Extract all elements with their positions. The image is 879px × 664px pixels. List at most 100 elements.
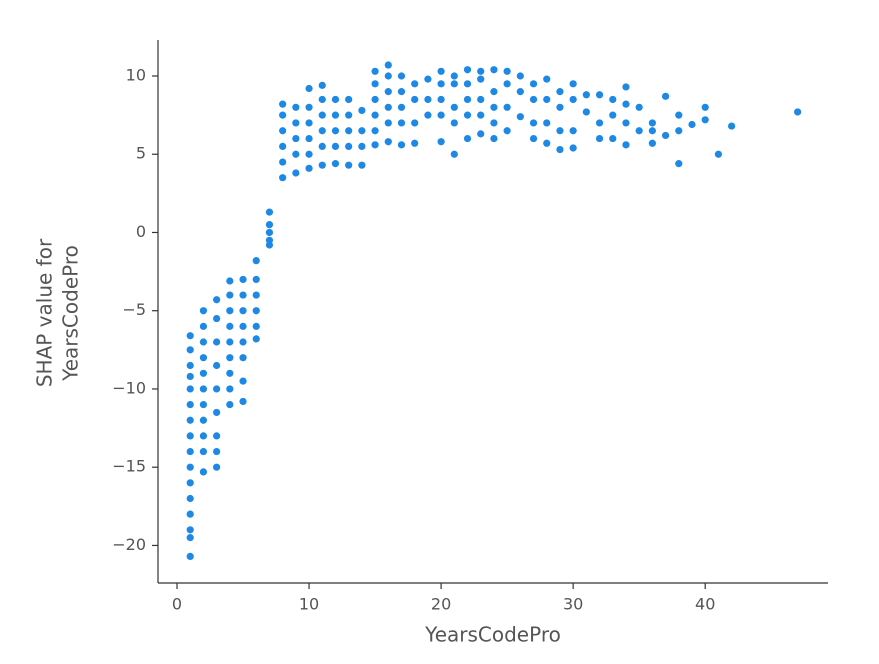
data-point xyxy=(318,81,326,89)
y-axis-label-line: YearsCodePro xyxy=(59,245,83,382)
data-point xyxy=(213,385,221,393)
data-point xyxy=(595,134,604,143)
data-point xyxy=(318,95,326,104)
data-point xyxy=(477,111,485,119)
data-point xyxy=(622,119,630,127)
data-point xyxy=(450,80,458,88)
data-point xyxy=(490,88,498,96)
data-point xyxy=(279,142,287,151)
data-point xyxy=(543,75,551,83)
data-point xyxy=(345,95,353,104)
data-point xyxy=(186,361,194,370)
data-point xyxy=(622,100,630,108)
data-point xyxy=(331,95,340,104)
data-point xyxy=(199,322,208,330)
data-point xyxy=(675,160,683,168)
data-point xyxy=(794,108,802,116)
data-point xyxy=(556,127,564,135)
data-point xyxy=(305,84,313,93)
data-point xyxy=(239,307,247,315)
y-tick-label: 5 xyxy=(136,144,146,163)
data-point xyxy=(186,479,194,487)
data-point xyxy=(490,103,498,111)
data-point xyxy=(384,138,392,146)
data-point xyxy=(424,75,432,83)
data-point xyxy=(384,88,392,96)
data-point xyxy=(450,150,458,158)
x-tick-label: 40 xyxy=(695,595,715,614)
data-point xyxy=(239,354,247,362)
data-point xyxy=(345,127,353,135)
data-point xyxy=(199,307,208,315)
data-point xyxy=(661,92,670,100)
data-point xyxy=(384,61,392,69)
data-point xyxy=(186,463,194,471)
data-point xyxy=(595,91,604,99)
data-point xyxy=(318,161,326,169)
data-point xyxy=(516,113,524,121)
data-point xyxy=(490,119,498,127)
data-point xyxy=(318,127,326,135)
data-point xyxy=(226,307,234,315)
data-point xyxy=(529,80,538,88)
y-axis-label: SHAP value for YearsCodePro xyxy=(33,238,83,387)
data-point xyxy=(358,142,366,151)
data-point xyxy=(371,95,379,104)
data-point xyxy=(450,72,458,80)
data-point xyxy=(371,67,379,75)
y-axis-label-line: SHAP value for xyxy=(33,238,57,387)
data-point xyxy=(516,88,524,96)
data-point xyxy=(213,447,221,456)
data-point xyxy=(503,80,511,88)
data-point xyxy=(397,72,406,80)
data-point xyxy=(199,338,208,346)
data-point xyxy=(490,66,498,74)
data-point xyxy=(675,111,683,119)
data-point xyxy=(186,552,194,560)
data-point xyxy=(199,432,208,440)
data-point xyxy=(648,127,656,135)
data-point xyxy=(292,150,300,158)
y-tick-label: −5 xyxy=(122,300,146,319)
data-point xyxy=(213,338,221,346)
data-point xyxy=(437,80,445,88)
data-point xyxy=(358,161,366,169)
data-point xyxy=(384,103,392,111)
data-point xyxy=(582,108,590,116)
data-point xyxy=(503,127,511,135)
data-point xyxy=(437,138,445,146)
data-point xyxy=(265,221,274,229)
data-point xyxy=(556,103,564,111)
data-point xyxy=(424,111,432,119)
data-point xyxy=(318,111,326,119)
data-point xyxy=(239,377,247,385)
data-point xyxy=(199,385,208,393)
data-point xyxy=(186,494,194,503)
data-point xyxy=(345,142,353,151)
data-point xyxy=(371,80,379,88)
data-point xyxy=(345,111,353,119)
data-point xyxy=(556,145,564,154)
data-point xyxy=(397,103,406,111)
data-point xyxy=(305,134,313,143)
x-axis-label: YearsCodePro xyxy=(424,623,561,647)
data-point xyxy=(728,122,736,130)
data-point xyxy=(543,95,551,104)
data-point xyxy=(186,385,194,393)
data-point xyxy=(252,307,260,315)
data-point xyxy=(199,468,208,476)
data-point xyxy=(450,103,458,111)
data-point xyxy=(213,408,221,417)
data-point xyxy=(252,322,260,330)
data-point xyxy=(463,80,472,88)
data-point xyxy=(331,111,340,119)
data-point xyxy=(186,346,194,354)
data-point xyxy=(279,100,287,108)
data-point xyxy=(450,119,458,127)
data-point xyxy=(688,120,696,129)
data-point xyxy=(569,80,577,88)
data-point xyxy=(437,111,445,119)
data-point xyxy=(331,142,340,151)
data-point xyxy=(635,103,643,111)
data-point xyxy=(331,160,340,168)
